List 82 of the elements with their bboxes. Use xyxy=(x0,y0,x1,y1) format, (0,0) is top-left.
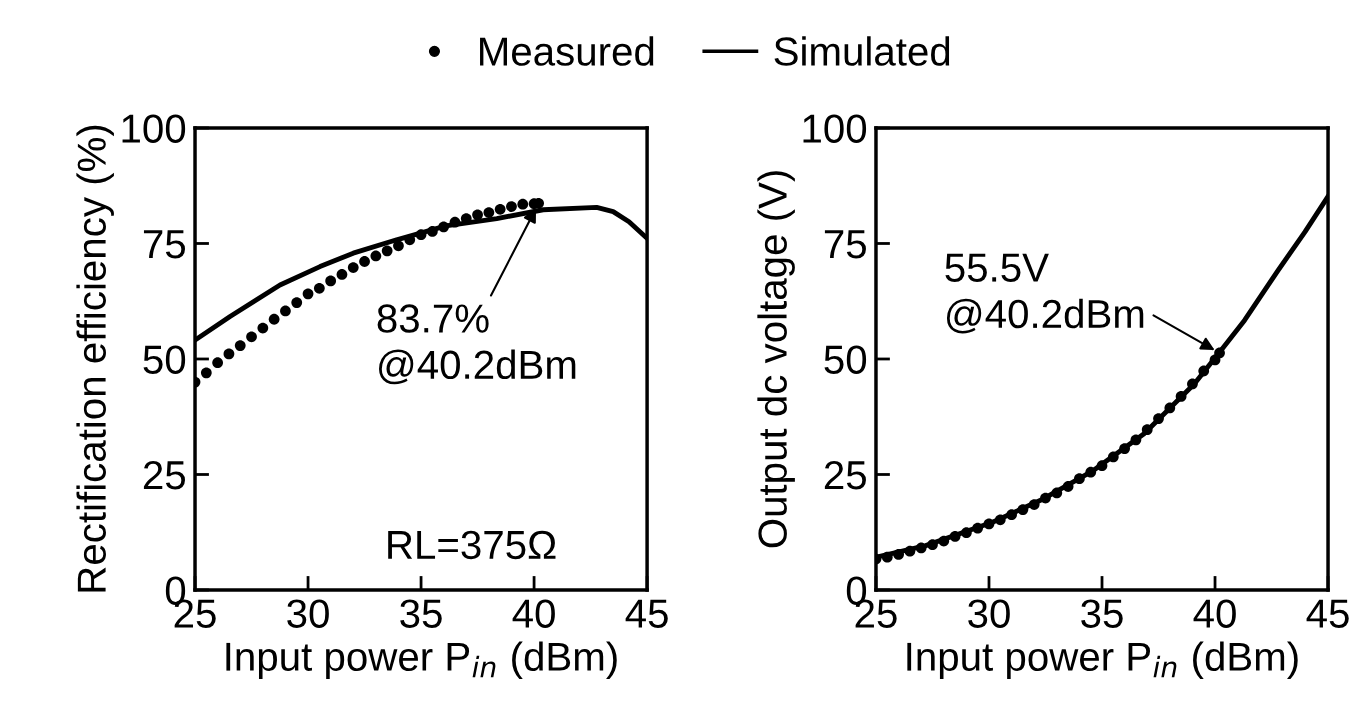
y-tick-label: 75 xyxy=(824,230,866,259)
point xyxy=(257,322,269,334)
point xyxy=(1051,487,1063,499)
point xyxy=(347,262,359,273)
point xyxy=(494,203,506,215)
x-tick-label: 45 xyxy=(1306,599,1349,628)
point xyxy=(1017,504,1029,515)
point xyxy=(325,275,337,287)
x-axis-title: Input power P$_{in}$ (dBm) xyxy=(226,641,617,679)
point xyxy=(336,269,348,280)
point xyxy=(1028,499,1040,510)
point xyxy=(313,282,325,294)
y-tick-label: 50 xyxy=(824,345,867,374)
x-tick-label: 45 xyxy=(625,599,668,628)
y-axis-title: Output dc voltage (V) xyxy=(757,171,795,548)
point xyxy=(246,331,257,343)
point xyxy=(1153,413,1164,424)
point xyxy=(200,367,212,379)
point xyxy=(1006,509,1017,521)
point xyxy=(359,256,370,267)
point xyxy=(234,340,246,351)
y-tick-label: 75 xyxy=(143,230,186,259)
point xyxy=(1062,481,1074,492)
point xyxy=(393,240,404,252)
point xyxy=(517,198,529,210)
x-tick-label: 30 xyxy=(968,599,1010,628)
point xyxy=(994,514,1006,526)
point xyxy=(893,549,904,560)
y-axis-title: Rectification efficiency (%) xyxy=(76,125,114,592)
point xyxy=(280,305,291,317)
point xyxy=(881,551,893,563)
legend-label: Measured xyxy=(480,36,654,66)
point xyxy=(415,229,427,241)
point xyxy=(212,357,224,369)
point xyxy=(1164,402,1176,414)
point xyxy=(1107,451,1119,463)
point xyxy=(438,221,450,233)
x-axis-title: Input power P$_{in}$ (dBm) xyxy=(907,641,1298,679)
point xyxy=(1074,473,1085,485)
point xyxy=(927,539,938,551)
point xyxy=(1187,378,1198,390)
annotation: RL=375Ω xyxy=(388,530,556,560)
point xyxy=(1141,424,1153,436)
point xyxy=(302,288,314,300)
y-tick-label: 100 xyxy=(803,114,867,143)
x-tick-label: 30 xyxy=(287,599,329,628)
point xyxy=(1085,466,1097,478)
y-tick-label: 25 xyxy=(143,460,186,490)
point xyxy=(915,542,927,554)
legend-label: Simulated xyxy=(774,36,950,66)
point xyxy=(961,527,972,539)
point xyxy=(949,531,961,542)
point xyxy=(426,226,438,237)
point xyxy=(1175,391,1187,402)
point xyxy=(223,348,235,360)
point xyxy=(1130,434,1142,446)
point xyxy=(381,245,393,257)
point xyxy=(972,522,984,534)
point xyxy=(1198,365,1210,377)
x-tick-label: 40 xyxy=(512,599,555,628)
point xyxy=(1119,443,1130,454)
x-tick-label: 40 xyxy=(1193,599,1236,628)
annotation: 83.7% @40.2dBm xyxy=(377,304,576,385)
point xyxy=(904,545,916,557)
annotation: 55.5V @40.2dBm xyxy=(945,253,1144,334)
y-tick-label: 100 xyxy=(122,114,186,143)
point xyxy=(449,216,461,228)
point xyxy=(472,209,483,221)
point xyxy=(983,518,995,530)
point xyxy=(268,313,280,325)
x-tick-label: 35 xyxy=(1081,599,1123,628)
point xyxy=(370,250,382,262)
y-tick-label: 50 xyxy=(143,345,186,374)
point xyxy=(1096,460,1108,472)
y-tick-label: 25 xyxy=(824,460,866,490)
point xyxy=(938,535,950,547)
point xyxy=(291,297,303,308)
point xyxy=(506,201,517,212)
point xyxy=(1040,492,1051,504)
point xyxy=(483,207,495,218)
x-tick-label: 35 xyxy=(400,599,442,628)
point xyxy=(1214,347,1225,359)
